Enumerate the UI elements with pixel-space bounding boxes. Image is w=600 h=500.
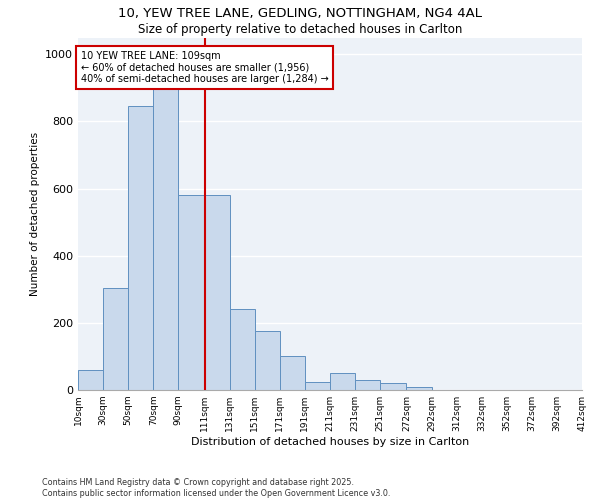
Text: 10, YEW TREE LANE, GEDLING, NOTTINGHAM, NG4 4AL: 10, YEW TREE LANE, GEDLING, NOTTINGHAM, … <box>118 8 482 20</box>
Text: 10 YEW TREE LANE: 109sqm
← 60% of detached houses are smaller (1,956)
40% of sem: 10 YEW TREE LANE: 109sqm ← 60% of detach… <box>80 51 328 84</box>
Bar <box>330 373 355 390</box>
Bar <box>103 288 128 390</box>
Bar <box>406 386 431 390</box>
X-axis label: Distribution of detached houses by size in Carlton: Distribution of detached houses by size … <box>191 437 469 447</box>
Bar <box>153 81 178 390</box>
Bar <box>255 332 280 390</box>
Bar <box>355 380 380 390</box>
Bar <box>205 196 230 390</box>
Bar <box>78 370 103 390</box>
Bar <box>230 310 255 390</box>
Bar <box>380 384 406 390</box>
Bar <box>178 196 205 390</box>
Bar <box>280 356 305 390</box>
Bar <box>305 382 330 390</box>
Bar <box>128 106 153 390</box>
Text: Size of property relative to detached houses in Carlton: Size of property relative to detached ho… <box>138 22 462 36</box>
Y-axis label: Number of detached properties: Number of detached properties <box>29 132 40 296</box>
Text: Contains HM Land Registry data © Crown copyright and database right 2025.
Contai: Contains HM Land Registry data © Crown c… <box>42 478 391 498</box>
